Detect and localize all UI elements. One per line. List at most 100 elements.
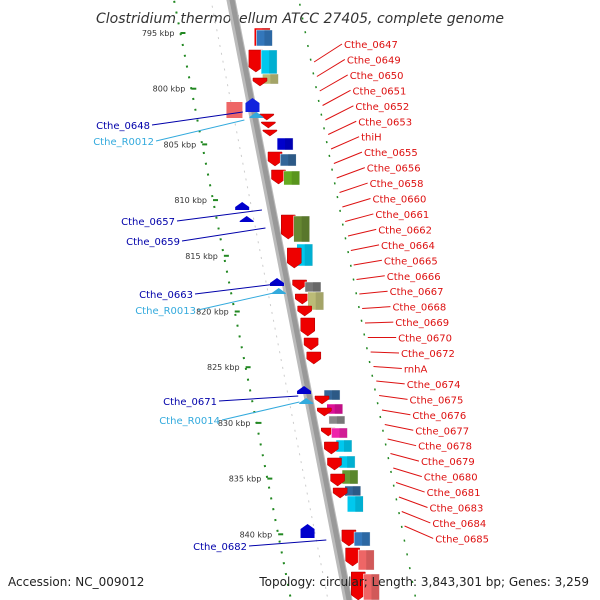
forward-gene-label: Cthe_0667 (390, 287, 444, 298)
topology-text: Topology: circular; Length: 3,843,301 bp… (258, 575, 589, 589)
forward-gene-leader (313, 43, 343, 63)
scale-tick-label: 810 kbp (174, 196, 207, 205)
forward-gene-label: Cthe_0677 (415, 426, 469, 437)
reverse-gene-arrow (239, 216, 254, 222)
forward-gene-label: Cthe_0670 (398, 334, 452, 345)
forward-gene-leader (379, 395, 408, 400)
scale-tick-label: 840 kbp (240, 530, 273, 539)
forward-gene-label: Cthe_0665 (384, 256, 438, 267)
scale-tick-label: 820 kbp (196, 308, 229, 317)
forward-gene-box-shade (339, 428, 348, 438)
forward-gene-box (357, 549, 375, 571)
forward-gene-leader (316, 59, 346, 77)
forward-gene-label: Cthe_0680 (424, 473, 478, 484)
forward-gene-leader (398, 496, 428, 508)
forward-gene-box-shade (347, 456, 356, 468)
feature-track (226, 27, 380, 600)
forward-gene-arrow (252, 77, 268, 87)
reverse-gene-label: Cthe_R0014 (159, 416, 220, 427)
forward-gene-box-shade (336, 416, 345, 424)
forward-gene-arrow (300, 317, 316, 337)
forward-gene-leader (376, 380, 405, 385)
forward-gene-leader (325, 105, 354, 121)
forward-gene-box (353, 531, 371, 547)
forward-gene-box-shade (366, 550, 375, 570)
forward-gene-leader (330, 136, 360, 150)
forward-gene-box-shade (315, 292, 324, 310)
forward-gene-leader (347, 228, 377, 237)
forward-gene-box-shade (355, 496, 364, 512)
map-title: Clostridium thermocellum ATCC 27405, com… (96, 11, 504, 27)
reverse-gene-leader (151, 111, 243, 126)
forward-gene-label: Cthe_0661 (375, 210, 429, 221)
forward-gene-leader (373, 366, 402, 369)
forward-gene-label: Cthe_0655 (364, 148, 418, 159)
forward-gene-arrow (248, 49, 264, 73)
forward-gene-leader (333, 151, 363, 164)
forward-gene-label: Cthe_0685 (435, 534, 489, 545)
forward-gene-leader (350, 244, 380, 251)
forward-gene-leader (370, 351, 400, 354)
forward-gene-box (293, 215, 310, 243)
forward-gene-arrow (303, 337, 319, 351)
forward-gene-box-shade (285, 138, 294, 150)
reverse-gene-leader (248, 539, 327, 547)
forward-gene-label: Cthe_0652 (355, 102, 409, 113)
forward-gene-label: Cthe_0679 (421, 457, 475, 468)
reverse-gene-label: Cthe_0648 (96, 121, 150, 132)
forward-gene-box (363, 573, 380, 600)
genome-backbone (210, 0, 417, 600)
scale-tick-label: 835 kbp (229, 475, 262, 484)
forward-gene-arrow (281, 214, 296, 240)
forward-gene-box (279, 153, 297, 167)
scale-tick-label: 830 kbp (218, 419, 251, 428)
label-layer: Cthe_0647 Cthe_0649 Cthe_0650 Cthe_0651 Cthe… (93, 40, 489, 553)
scale-tick-label: 805 kbp (164, 140, 197, 149)
forward-gene-leader (336, 167, 365, 179)
forward-gene-label: Cthe_0681 (427, 488, 481, 499)
reverse-gene-arrow (245, 98, 260, 112)
forward-gene-box-shade (291, 171, 300, 185)
forward-gene-leader (395, 482, 425, 493)
backbone-line (229, 0, 352, 600)
forward-gene-box-shade (301, 216, 310, 242)
forward-gene-leader (322, 89, 351, 106)
forward-gene-arrow (351, 571, 366, 600)
forward-gene-box-shade (264, 30, 273, 46)
forward-gene-label: Cthe_0674 (407, 380, 461, 391)
reverse-gene-arrow (299, 398, 314, 404)
forward-gene-label: Cthe_0651 (353, 86, 407, 97)
forward-gene-box-shade (362, 532, 371, 546)
forward-gene-label: Cthe_0672 (401, 349, 455, 360)
forward-gene-leader (387, 438, 417, 447)
scale-tick-label: 815 kbp (185, 252, 218, 261)
reverse-gene-label: Cthe_0663 (139, 290, 193, 301)
forward-gene-label: Cthe_0676 (412, 411, 466, 422)
forward-gene-leader (384, 424, 414, 431)
forward-gene-leader (404, 525, 434, 539)
forward-gene-box-shade (350, 470, 359, 484)
forward-gene-label: Cthe_0664 (381, 241, 435, 252)
reverse-gene-label: Cthe_0657 (121, 217, 175, 228)
forward-gene-label: Cthe_0678 (418, 442, 472, 453)
forward-gene-label: Cthe_0647 (344, 40, 398, 51)
reverse-gene-label: Cthe_0671 (163, 397, 217, 408)
scale-tick-label: 825 kbp (207, 363, 240, 372)
forward-gene-arrow (330, 473, 345, 487)
reverse-gene-arrow (249, 112, 264, 118)
forward-gene-label: Cthe_0683 (430, 504, 484, 515)
reverse-gene-arrow (235, 202, 250, 210)
forward-gene-arrow (332, 487, 348, 499)
forward-gene-arrow (327, 457, 342, 471)
reverse-gene-leader (155, 119, 245, 142)
forward-gene-box (323, 389, 341, 401)
accession-text: Accession: NC_009012 (8, 575, 144, 589)
forward-gene-box-shade (371, 574, 380, 600)
reverse-gene-leader (181, 227, 266, 242)
forward-gene-box-shade (334, 404, 343, 414)
forward-gene-leader (362, 306, 391, 309)
forward-gene-label: thiH (361, 133, 382, 144)
forward-gene-box-shade (352, 486, 361, 496)
forward-gene-arrow (324, 441, 339, 455)
